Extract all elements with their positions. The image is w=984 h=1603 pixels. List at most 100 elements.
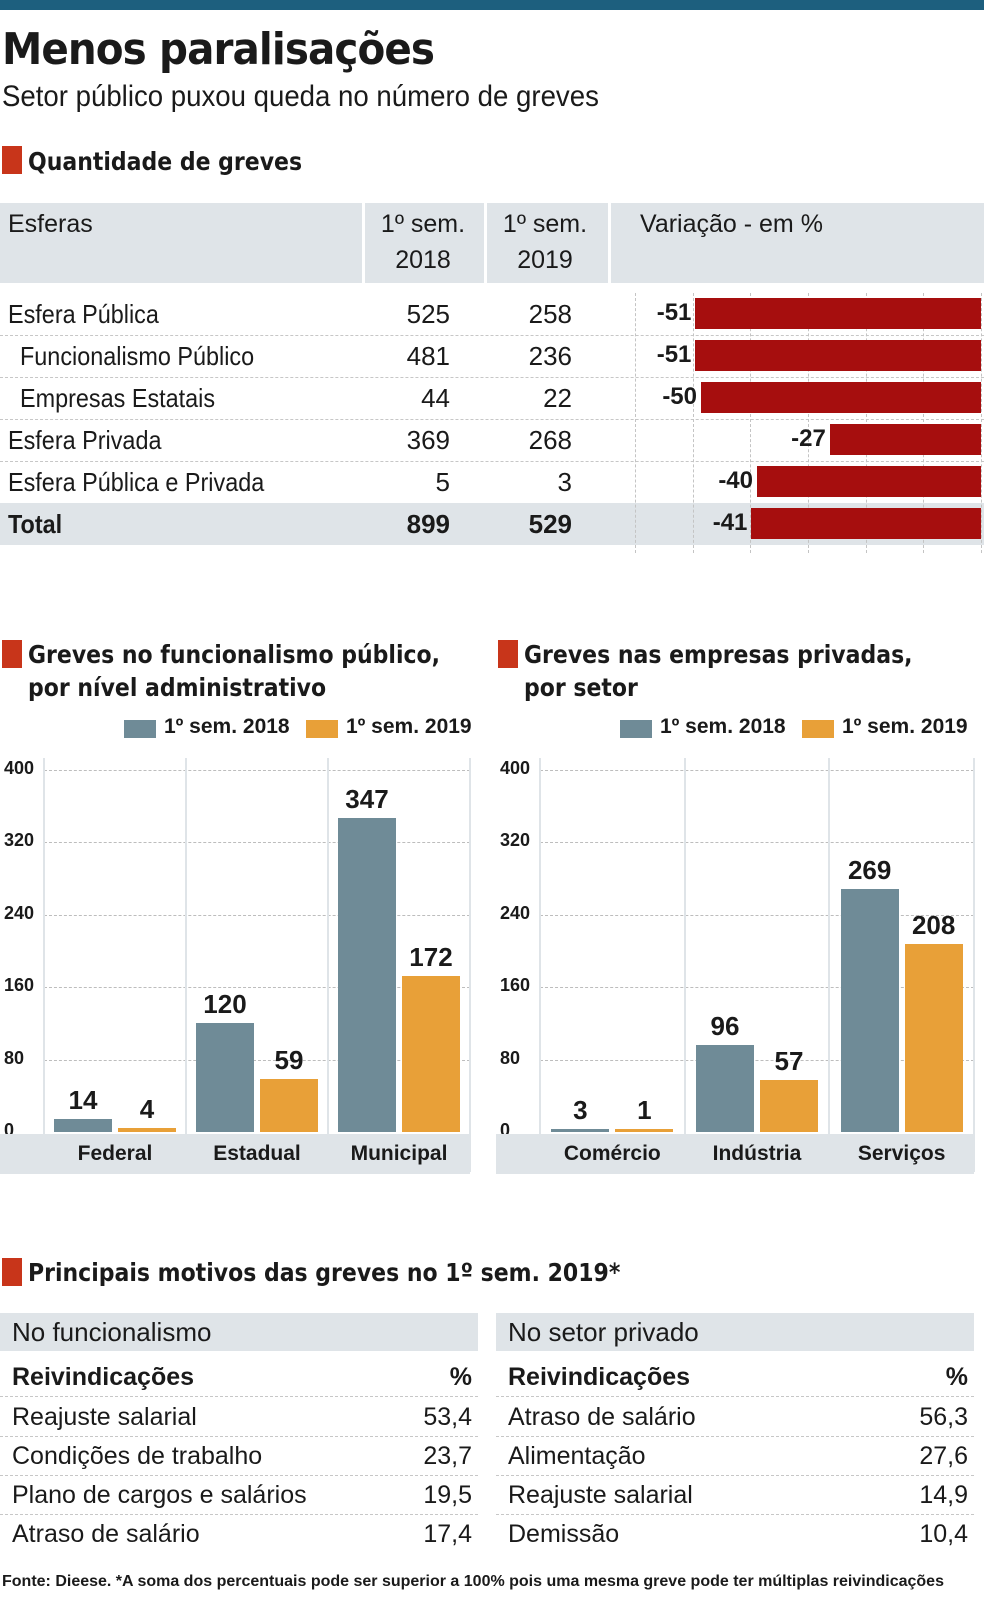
variation-bar <box>695 298 981 329</box>
motive-label: Alimentação <box>508 1442 646 1470</box>
motives-heading: No setor privado <box>496 1313 974 1351</box>
col-percent: % <box>449 1363 472 1391</box>
column-separator <box>683 758 686 1172</box>
bar <box>615 1129 674 1132</box>
list-item: Condições de trabalho 23,7 <box>0 1436 478 1475</box>
total-value-2019: 529 <box>528 509 572 539</box>
legend-label: 1º sem. 2018 <box>164 715 290 738</box>
header-2018-line1: 1º sem. <box>380 210 466 238</box>
y-tick-label: 400 <box>4 758 35 778</box>
header-divider <box>608 203 611 283</box>
list-item: Demissão 10,4 <box>496 1514 974 1553</box>
header-2018-line2: 2018 <box>395 246 451 274</box>
page-title: Menos paralisações <box>2 24 435 75</box>
column-separator <box>327 758 329 1172</box>
row-value-2018: 525 <box>406 299 450 329</box>
row-label: Esfera Pública e Privada <box>8 467 265 497</box>
row-divider <box>0 1396 478 1397</box>
gridline <box>540 987 974 989</box>
variation-chart: -51 -51 -50 -27 -40 -41 <box>635 293 982 553</box>
list-item: Atraso de salário 17,4 <box>0 1514 478 1553</box>
variation-label: -51 <box>656 341 692 368</box>
motive-value: 14,9 <box>919 1481 968 1509</box>
header-divider <box>362 203 365 283</box>
list-item: Alimentação 27,6 <box>496 1436 974 1475</box>
row-label: Esfera Privada <box>8 425 162 455</box>
footer-source: Fonte: Dieese. *A soma dos percentuais p… <box>2 1573 944 1590</box>
row-value-2019: 3 <box>557 467 572 497</box>
bar <box>904 943 963 1132</box>
column-separator <box>43 758 45 1172</box>
motive-label: Demissão <box>508 1520 620 1548</box>
row-divider <box>0 335 984 336</box>
motive-value: 27,6 <box>919 1442 968 1470</box>
y-tick-label: 240 <box>500 902 531 923</box>
header-variacao: Variação - em % <box>640 210 823 238</box>
row-divider <box>496 1436 974 1437</box>
column-separator <box>973 758 975 1172</box>
bar <box>551 1129 610 1132</box>
variation-label: -51 <box>656 299 692 326</box>
col-reivindicacoes: Reivindicações <box>12 1363 195 1391</box>
motive-value: 56,3 <box>919 1403 968 1431</box>
legend-swatch <box>306 720 338 738</box>
chart-title-line2: por setor <box>524 673 638 702</box>
header-2019-line2: 2019 <box>517 246 573 274</box>
column-separator <box>469 758 471 1172</box>
gridline <box>44 842 470 844</box>
row-value-2019: 268 <box>528 425 572 455</box>
legend-swatch <box>124 720 156 738</box>
row-value-2019: 22 <box>543 383 572 413</box>
row-divider <box>0 377 984 378</box>
bar-value-label: 120 <box>203 989 247 1020</box>
motive-label: Reajuste salarial <box>12 1403 197 1431</box>
motive-value: 10,4 <box>919 1520 968 1548</box>
total-value-2018: 899 <box>406 509 450 539</box>
motives-header-row: Reivindicações % <box>0 1357 478 1396</box>
motives-table-funcionalismo: No funcionalismo Reivindicações % Reajus… <box>0 1313 478 1563</box>
variation-bar <box>695 340 981 371</box>
row-divider <box>0 1436 478 1437</box>
bar <box>760 1080 818 1132</box>
table-row: Esfera Privada 369 268 <box>0 419 984 461</box>
gridline <box>44 770 470 771</box>
top-bar <box>0 0 984 10</box>
y-tick-label: 80 <box>4 1047 25 1068</box>
bar-chart-funcionalismo: 1º sem. 2018 1º sem. 2019 400 320 240 160 80 0 F… <box>0 715 480 1210</box>
list-item: Reajuste salarial 53,4 <box>0 1397 478 1436</box>
header-esferas: Esferas <box>8 210 93 238</box>
total-label: Total <box>8 509 63 539</box>
header-2019-line1: 1º sem. <box>502 210 588 238</box>
bar <box>402 976 460 1132</box>
category-label: Federal <box>77 1142 153 1165</box>
col-reivindicacoes: Reivindicações <box>508 1363 691 1391</box>
gridline <box>540 770 974 771</box>
variation-bar <box>757 466 981 497</box>
column-separator <box>185 758 187 1172</box>
variation-label: -50 <box>662 383 697 410</box>
table-row: Funcionalismo Público 481 236 <box>0 335 984 377</box>
variation-label: -40 <box>718 467 753 494</box>
row-divider <box>0 1514 478 1515</box>
section-marker <box>2 1258 22 1286</box>
gridline <box>540 842 974 844</box>
motive-label: Atraso de salário <box>508 1403 696 1431</box>
bar <box>260 1078 318 1132</box>
list-item: Atraso de salário 56,3 <box>496 1397 974 1436</box>
col-percent: % <box>945 1363 968 1391</box>
category-label: Comércio <box>563 1142 661 1165</box>
variation-gridline <box>692 293 694 553</box>
row-label: Funcionalismo Público <box>20 341 255 371</box>
bar-value-label: 57 <box>774 1046 804 1077</box>
bar <box>840 888 899 1132</box>
chart-title-funcionalismo: Greves no funcionalismo público, por nív… <box>28 638 440 704</box>
variation-gridline <box>865 293 867 553</box>
row-label: Esfera Pública <box>8 299 159 329</box>
motive-label: Condições de trabalho <box>12 1442 263 1470</box>
row-value-2018: 481 <box>406 341 450 371</box>
gridline <box>540 914 974 916</box>
motive-label: Atraso de salário <box>12 1520 200 1548</box>
legend-label: 1º sem. 2018 <box>660 715 786 738</box>
list-item: Reajuste salarial 14,9 <box>496 1475 974 1514</box>
motives-header-row: Reivindicações % <box>496 1357 974 1396</box>
